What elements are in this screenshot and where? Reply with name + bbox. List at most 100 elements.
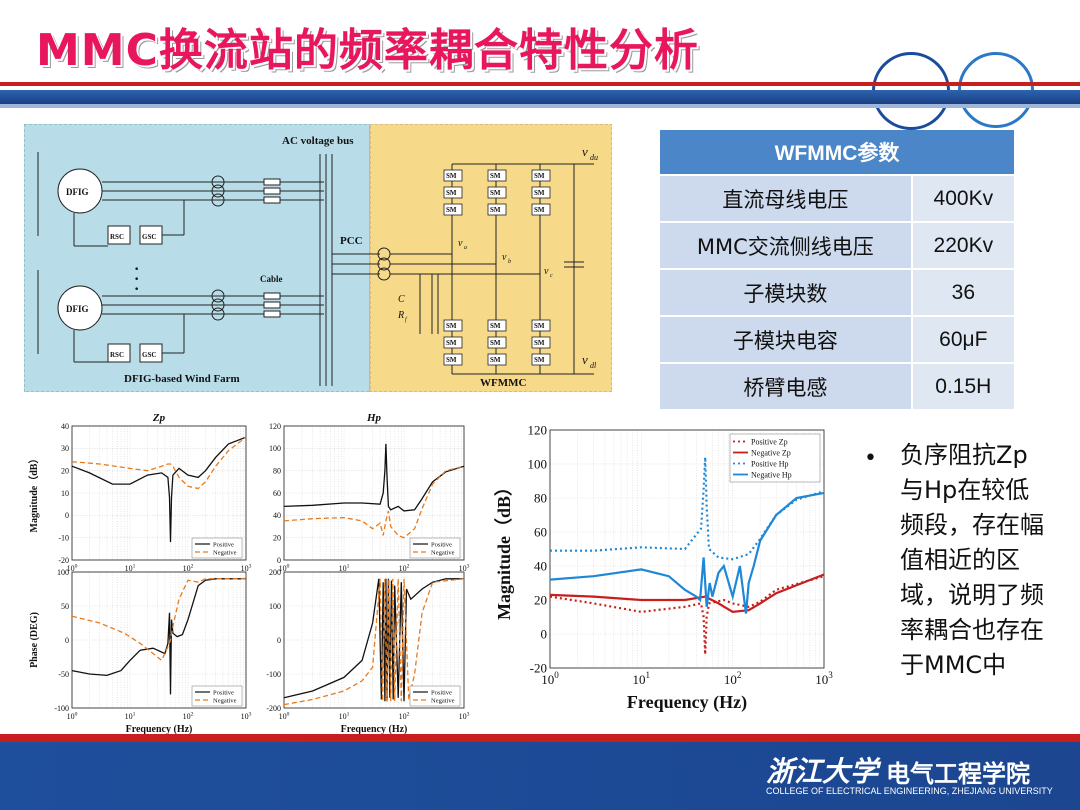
sm-label: SM (534, 339, 545, 347)
sm-label: SM (490, 322, 501, 330)
y-axis-label: Magnitude（dB） (28, 454, 40, 533)
y-tick-label: 120 (528, 423, 548, 438)
series-line (71, 436, 247, 490)
wind-farm-area (24, 124, 371, 392)
series-line (71, 578, 246, 695)
legend-label: Positive (431, 541, 452, 548)
y-tick-label: 100 (528, 457, 548, 472)
x-tick-label: 102 (399, 711, 410, 721)
vc-label: v (544, 266, 549, 277)
chart-title: Hp (366, 412, 382, 424)
top-red-line (0, 82, 1080, 86)
y-tick-label: 0 (541, 627, 548, 642)
wfmmc-label: WFMMC (480, 377, 526, 389)
vdu-sub: du (590, 153, 598, 162)
hp-magnitude-plot: 0 20 40 60 80 100 120 100 101 102 103 PositiveNegat… (269, 412, 470, 572)
y-tick-label: 0 (277, 556, 281, 565)
y-tick-label: 100 (57, 568, 69, 577)
slide-title: MMC换流站的频率耦合特性分析 (36, 25, 699, 76)
legend-label: Positive Hp (751, 459, 789, 468)
vb-sub: b (508, 259, 511, 265)
vb-label: v (502, 252, 507, 263)
legend-box (191, 685, 243, 707)
x-axis-label: Frequency (Hz) (126, 724, 193, 735)
rsc-label-1: RSC (110, 233, 124, 241)
sm-label: SM (446, 206, 457, 214)
sm-label: SM (446, 172, 457, 180)
sm-label: SM (534, 172, 545, 180)
y-tick-label: -10 (58, 533, 69, 542)
sm-label: SM (490, 172, 501, 180)
x-tick-label: 101 (633, 670, 651, 687)
x-tick-label: 100 (279, 563, 290, 572)
zp-phase-plot: -100 -50 0 50 100 100 101 102 103 PositiveNegativ… (29, 568, 252, 735)
x-tick-label: 100 (67, 711, 78, 721)
series-line (549, 575, 825, 655)
table-row: MMC交流侧线电压 220Kv (660, 221, 1014, 269)
series-line (283, 443, 465, 512)
dfig-label-1: DFIG (66, 187, 89, 197)
param-table-header: WFMMC参数 (660, 130, 1014, 175)
x-tick-label: 100 (67, 563, 78, 572)
x-axis-label: Frequency (Hz) (341, 724, 408, 735)
sm-label: SM (490, 206, 501, 214)
y-tick-label: 60 (273, 489, 281, 498)
legend-label: Positive (213, 541, 234, 548)
x-tick-label: 101 (339, 563, 350, 572)
y-tick-label: 80 (273, 466, 281, 475)
footer-school-name: 浙江大学 (766, 755, 879, 788)
sm-label: SM (490, 339, 501, 347)
series-line (283, 578, 464, 702)
sm-label: SM (490, 189, 501, 197)
footer-dept-name: 电气工程学院 (886, 760, 1030, 788)
x-tick-label: 100 (279, 711, 290, 721)
plot-frame (549, 429, 825, 669)
sm-label: SM (490, 356, 501, 364)
series-line (549, 491, 825, 614)
y-tick-label: 60 (534, 525, 547, 540)
y-tick-label: 100 (269, 602, 281, 611)
wind-farm-circuit-diagram: AC voltage bus DFIG DFIG RSC GSC RSC GSC… (24, 124, 612, 392)
x-axis-label: Frequency (Hz) (627, 692, 747, 713)
legend-box (191, 537, 243, 559)
legend-box (409, 537, 461, 559)
table-row: 子模块电容 60μF (660, 315, 1014, 363)
chart-title: Zp (152, 412, 166, 424)
vdu-label: v (582, 144, 588, 159)
y-tick-label: 40 (273, 511, 281, 520)
plot-frame (283, 571, 465, 709)
legend-label: Positive Zp (751, 437, 788, 446)
va-sub: a (464, 245, 467, 251)
param-name: 直流母线电压 (660, 174, 913, 222)
wind-farm-label: DFIG-based Wind Farm (124, 373, 240, 385)
table-row: 直流母线电压 400Kv (660, 174, 1014, 222)
va-label: v (458, 238, 463, 249)
y-tick-label: 200 (269, 568, 281, 577)
bullet-dot-icon: • (864, 446, 877, 471)
sm-label: SM (446, 322, 457, 330)
x-tick-label: 102 (183, 563, 194, 572)
y-tick-label: 30 (61, 444, 69, 453)
x-tick-label: 103 (241, 563, 252, 572)
bullet-text: 负序阻抗Zp与Hp在较低频段，存在幅值相近的区域，说明了频率耦合也存在于MMC中 (900, 441, 1044, 679)
param-value: 400Kv (911, 174, 1014, 222)
footer-band (0, 742, 1080, 810)
footer-dept-english: COLLEGE OF ELECTRICAL ENGINEERING, ZHEJI… (766, 786, 1053, 796)
sm-label: SM (534, 206, 545, 214)
plot-frame (283, 425, 465, 561)
sm-label: SM (534, 189, 545, 197)
y-tick-label: 0 (65, 511, 69, 520)
x-tick-label: 103 (459, 711, 470, 721)
x-tick-label: 101 (125, 711, 136, 721)
sm-label: SM (446, 189, 457, 197)
series-line (71, 436, 247, 543)
gsc-label-2: GSC (142, 351, 156, 359)
combined-magnitude-plot: -20 0 20 40 60 80 100 120 100 101 102 103 Positive Z… (494, 423, 833, 713)
vdl-sub: dl (590, 361, 597, 370)
y-tick-label: 40 (61, 422, 69, 431)
y-tick-label: -200 (266, 704, 281, 713)
rf-sub: f (405, 316, 408, 323)
series-line (283, 578, 465, 706)
x-tick-label: 102 (724, 670, 742, 687)
legend-label: Negative (213, 549, 237, 556)
